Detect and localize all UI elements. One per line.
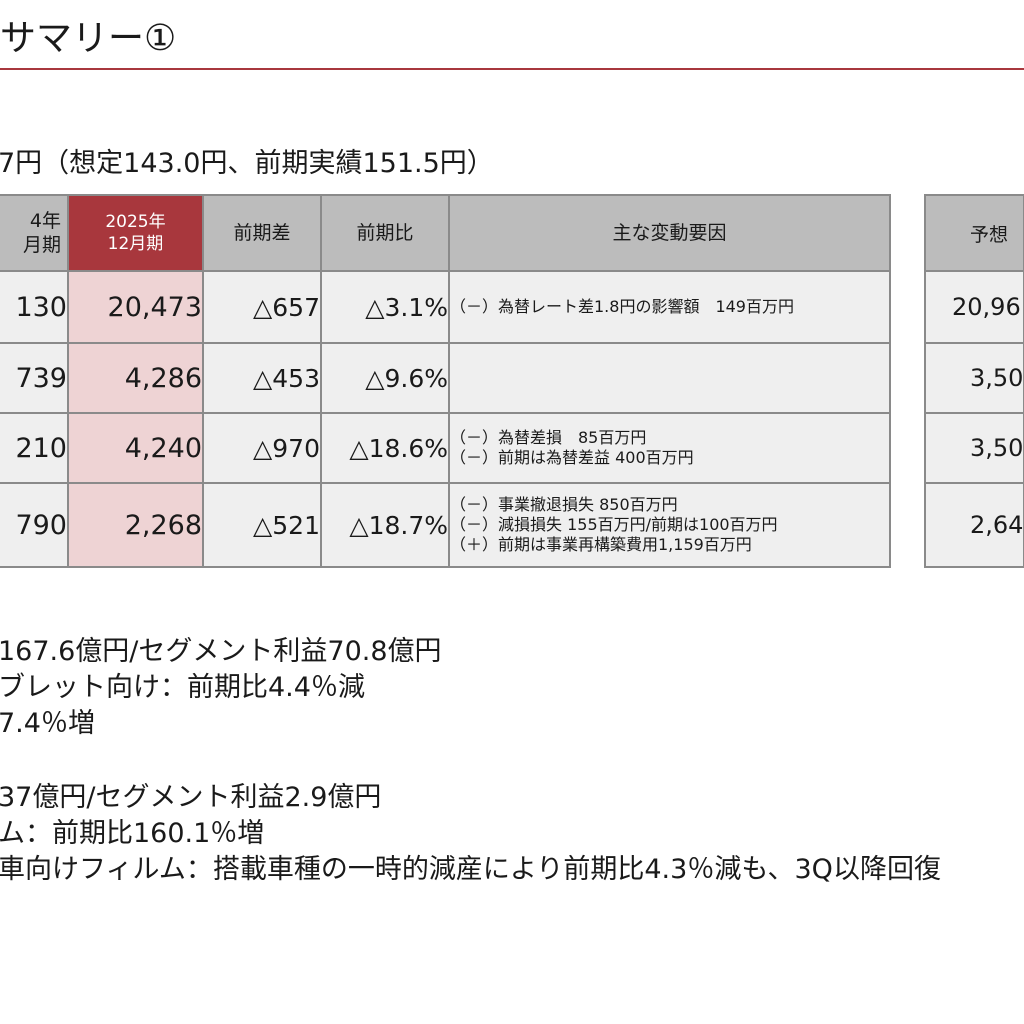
header-forecast: 予想 [923, 194, 1024, 272]
summary-bullets: 167.6億円/セグメント利益70.8億円 ブレット向け：前期比4.4％減 7.… [0, 634, 941, 888]
factors-cell: （－）為替レート差1.8円の影響額 149百万円 [448, 270, 891, 344]
table-row: 739 4,286 △453 △9.6% [0, 342, 891, 414]
diff-value: △521 [202, 482, 322, 568]
bullet-line: 7.4％増 [0, 708, 95, 739]
header-diff: 前期差 [202, 194, 322, 272]
forecast-header-row: 予想 [923, 194, 1024, 272]
bullet-line: 車向けフィルム：搭載車種の一時的減産により前期比4.3％減も、3Q以降回復 [0, 854, 941, 885]
title-divider [0, 68, 1024, 70]
forecast-table: 予想 20,96 3,50 3,50 2,64 [923, 194, 1024, 568]
prev-value: 739 [0, 342, 69, 414]
ratio-value: △3.1% [320, 270, 450, 344]
forecast-value: 20,96 [923, 270, 1024, 344]
header-forecast-label: 予想 [970, 223, 1009, 246]
header-prev-period: 4年 月期 [0, 194, 69, 272]
factors-cell [448, 342, 891, 414]
forecast-value-text: 3,50 [970, 434, 1024, 462]
header-prev-period-label: 4年 月期 [22, 210, 61, 256]
factor-line: （－）前期は為替差益 400百万円 [450, 448, 694, 467]
factor-line: （－）為替差損 85百万円 [450, 428, 647, 447]
current-value: 20,473 [67, 270, 204, 344]
factor-line: （－）減損損失 155百万円/前期は100百万円 [450, 515, 778, 534]
prev-value: 130 [0, 270, 69, 344]
bullet-spacer [0, 742, 941, 780]
factor-line: （＋）前期は事業再構築費用1,159百万円 [450, 535, 752, 554]
current-value: 2,268 [67, 482, 204, 568]
diff-value: △970 [202, 412, 322, 484]
factor-line: （－）事業撤退損失 850百万円 [450, 495, 678, 514]
ratio-value: △18.7% [320, 482, 450, 568]
header-current-period: 2025年 12月期 [67, 194, 204, 272]
diff-value: △453 [202, 342, 322, 414]
exchange-rate-note: 7円（想定143.0円、前期実績151.5円） [0, 148, 494, 179]
forecast-value-text: 20,96 [952, 293, 1021, 321]
table-row: 210 4,240 △970 △18.6% （－）為替差損 85百万円 （－）前… [0, 412, 891, 484]
bullet-line: 167.6億円/セグメント利益70.8億円 [0, 636, 442, 667]
page-title: サマリー① [0, 18, 177, 59]
header-ratio: 前期比 [320, 194, 450, 272]
factors-cell: （－）事業撤退損失 850百万円 （－）減損損失 155百万円/前期は100百万… [448, 482, 891, 568]
ratio-value: △18.6% [320, 412, 450, 484]
ratio-value: △9.6% [320, 342, 450, 414]
forecast-value: 2,64 [923, 482, 1024, 568]
forecast-value-text: 2,64 [970, 511, 1024, 539]
forecast-value: 3,50 [923, 342, 1024, 414]
current-value: 4,286 [67, 342, 204, 414]
table-row: 130 20,473 △657 △3.1% （－）為替レート差1.8円の影響額 … [0, 270, 891, 344]
results-table: 4年 月期 2025年 12月期 前期差 前期比 主な変動要因 130 20,4… [0, 194, 891, 568]
results-header-row: 4年 月期 2025年 12月期 前期差 前期比 主な変動要因 [0, 194, 891, 272]
prev-value: 210 [0, 412, 69, 484]
bullet-line: ム：前期比160.1％増 [0, 818, 265, 849]
factors-cell: （－）為替差損 85百万円 （－）前期は為替差益 400百万円 [448, 412, 891, 484]
factor-line: （－）為替レート差1.8円の影響額 149百万円 [450, 297, 794, 316]
forecast-value-text: 3,50 [970, 364, 1024, 392]
table-row: 790 2,268 △521 △18.7% （－）事業撤退損失 850百万円 （… [0, 482, 891, 568]
bullet-line: 37億円/セグメント利益2.9億円 [0, 782, 382, 813]
header-factors: 主な変動要因 [448, 194, 891, 272]
header-current-period-label: 2025年 12月期 [105, 212, 166, 254]
diff-value: △657 [202, 270, 322, 344]
bullet-line: ブレット向け：前期比4.4％減 [0, 672, 365, 703]
current-value: 4,240 [67, 412, 204, 484]
prev-value: 790 [0, 482, 69, 568]
forecast-value: 3,50 [923, 412, 1024, 484]
